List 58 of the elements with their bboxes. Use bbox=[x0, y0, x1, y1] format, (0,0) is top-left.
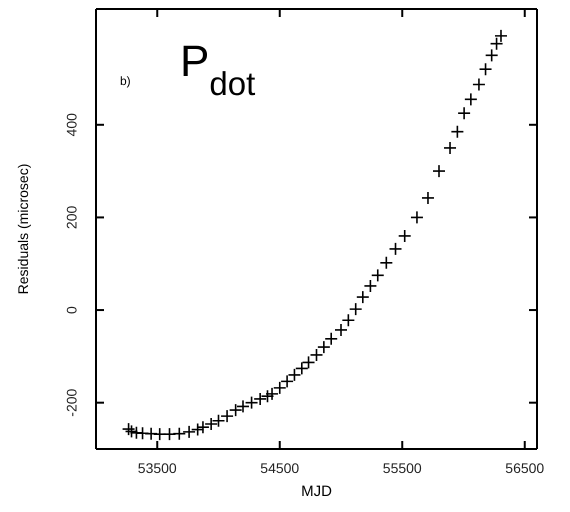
x-axis-title: MJD bbox=[301, 483, 332, 500]
point bbox=[364, 279, 378, 293]
point bbox=[324, 332, 338, 346]
point bbox=[182, 425, 196, 439]
point bbox=[265, 387, 279, 401]
point bbox=[228, 403, 242, 417]
point bbox=[190, 422, 204, 436]
y-axis-title: Residuals (microsec) bbox=[15, 164, 31, 294]
x-tick-label: 55500 bbox=[382, 460, 422, 476]
point bbox=[317, 340, 331, 354]
point bbox=[410, 210, 424, 224]
point bbox=[472, 78, 486, 92]
y-tick-label: -200 bbox=[63, 388, 80, 417]
x-tick-label: 54500 bbox=[260, 460, 300, 476]
x-tick-label: 53500 bbox=[138, 460, 177, 476]
point bbox=[421, 191, 435, 205]
y-tick-label: 400 bbox=[63, 112, 80, 136]
point bbox=[443, 141, 457, 155]
point bbox=[342, 313, 356, 328]
annotation: b) bbox=[120, 74, 131, 88]
point bbox=[302, 356, 316, 370]
point bbox=[162, 427, 176, 441]
point bbox=[212, 414, 226, 428]
point bbox=[280, 374, 294, 388]
point bbox=[172, 426, 186, 441]
point bbox=[204, 417, 218, 431]
point bbox=[334, 323, 348, 337]
point bbox=[196, 420, 210, 434]
point bbox=[380, 256, 394, 270]
point bbox=[490, 36, 504, 51]
point bbox=[124, 424, 138, 438]
point bbox=[494, 29, 508, 43]
point bbox=[457, 106, 471, 120]
point bbox=[464, 92, 478, 106]
point bbox=[260, 389, 274, 403]
point bbox=[144, 426, 158, 441]
point bbox=[478, 62, 492, 76]
point bbox=[236, 400, 250, 414]
point bbox=[370, 268, 385, 282]
point bbox=[288, 368, 302, 382]
point bbox=[348, 302, 362, 316]
point bbox=[253, 392, 267, 406]
point bbox=[244, 396, 258, 410]
y-tick-label: 0 bbox=[63, 306, 80, 314]
point bbox=[484, 48, 498, 62]
y-tick-label: 200 bbox=[63, 206, 80, 230]
point bbox=[310, 348, 324, 362]
point bbox=[450, 124, 464, 139]
point bbox=[432, 164, 446, 178]
annotation: P$_{dot}$ bbox=[180, 37, 256, 102]
point bbox=[136, 426, 150, 440]
point bbox=[220, 409, 234, 423]
point bbox=[272, 381, 287, 395]
point bbox=[388, 242, 402, 256]
point bbox=[356, 290, 370, 304]
point bbox=[398, 229, 412, 243]
point bbox=[295, 362, 309, 376]
x-tick-label: 56500 bbox=[505, 460, 544, 476]
